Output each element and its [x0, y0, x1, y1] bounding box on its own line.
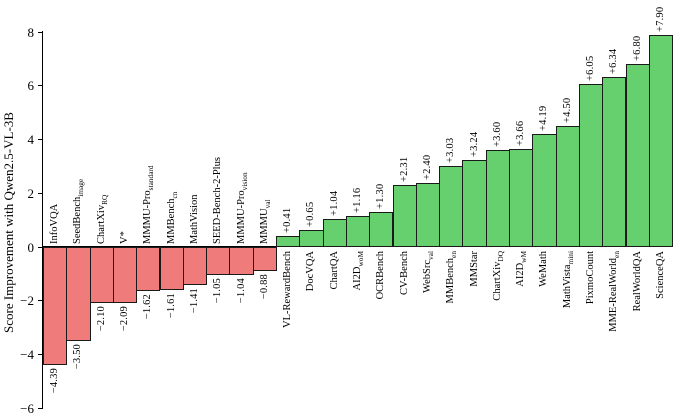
bar-category-label-text: DocVQA — [305, 251, 317, 292]
bar-mme-realworld-en — [602, 76, 627, 247]
bar-category-label-text: AI2DwM — [515, 251, 529, 287]
y-tick-mark — [38, 300, 42, 302]
bar-value-label-text: −1.41 — [188, 287, 200, 314]
bar-value-label-text: +6.80 — [631, 35, 643, 62]
bar-category-label-text: ScienceQA — [654, 251, 666, 299]
bar-value-label-text: +0.65 — [305, 201, 317, 227]
bar-category-label-text: MMMU-Prostandard — [142, 165, 156, 244]
bar-category-label-text: RealWorldQA — [631, 251, 643, 312]
bar-value-label-text: +3.66 — [515, 120, 527, 146]
bar-value-label-text: −1.61 — [165, 293, 177, 319]
bar-chartxiv-rq — [89, 247, 114, 304]
bar-category-label-text: MathVistamini — [561, 251, 575, 309]
bar-value-label-text: +7.90 — [654, 6, 666, 32]
bar-ai2d-wom — [345, 215, 371, 247]
bar-mmbench-cn — [159, 247, 184, 291]
bar-infovqa — [43, 247, 68, 365]
y-tick-mark — [38, 85, 42, 87]
bar-category-label-text: V* — [119, 231, 131, 244]
bar-category-label-text: AI2DwoM — [352, 251, 366, 291]
bar-mathvision — [182, 247, 208, 285]
bar-value-label-text: −4.39 — [49, 367, 61, 394]
bar-value-label-text: +2.31 — [398, 156, 410, 182]
bar-vl-rewardbench — [276, 235, 301, 247]
bar-scienceqa — [648, 34, 674, 247]
bar-category-label-text: PixmoCount — [585, 251, 597, 305]
bar-category-label-text: MathVision — [188, 194, 200, 244]
bar-category-label-text: MMBenchcn — [165, 191, 179, 244]
bar-category-label-text: WebSrcval — [421, 251, 436, 293]
bar-mmstar — [462, 159, 487, 247]
bar-value-label-text: +1.16 — [352, 187, 364, 213]
bar-v- — [112, 247, 138, 304]
y-tick-label: 4 — [27, 132, 35, 147]
bar-value-label-text: +4.50 — [561, 97, 573, 124]
bar-category-label-text: InfoVQA — [49, 203, 61, 244]
y-tick-mark — [38, 246, 42, 248]
y-tick-mark — [38, 139, 42, 141]
bar-category-label-text: ChartXivDQ — [491, 251, 505, 301]
bar-value-label-text: +3.60 — [491, 121, 503, 148]
bar-category-label-text: SEED-Bench-2-Plus — [212, 157, 224, 244]
y-tick-label: 2 — [27, 185, 35, 201]
bar-value-label-text: +4.19 — [538, 106, 550, 132]
bar-ocrbench — [369, 212, 394, 247]
bar-value-label-text: +1.04 — [328, 190, 340, 217]
bar-category-label-text: WeMath — [538, 251, 550, 287]
bar-category-label-text: MMBenchen — [445, 251, 459, 304]
y-tick-mark — [38, 31, 42, 33]
bar-value-label-text: −2.09 — [119, 306, 131, 332]
bar-cv-bench — [392, 184, 417, 247]
bar-value-label-text: +1.30 — [375, 183, 387, 210]
bar-value-label-text: −2.10 — [95, 306, 107, 332]
bar-category-label-text: OCRBench — [375, 251, 387, 300]
y-tick-label: 8 — [27, 24, 35, 40]
bar-value-label-text: −1.05 — [212, 278, 224, 304]
y-tick-label: −2 — [20, 293, 34, 309]
bar-value-label-text: +3.03 — [445, 137, 457, 163]
bar-value-label-text: −0.88 — [258, 273, 270, 299]
bar-category-label-text: SeedBenchimage — [72, 178, 86, 244]
bar-mmmu-pro-vision — [229, 247, 254, 275]
y-tick-label: −4 — [20, 347, 34, 362]
bar-category-label-text: MMMUval — [258, 199, 272, 244]
bar-category-label-text: MME-RealWorlden — [608, 251, 622, 332]
bar-mathvista-mini — [555, 126, 580, 247]
bar-category-label-text: MMMU-Provision — [235, 172, 249, 244]
bar-seed-bench-2-plus — [206, 247, 231, 276]
bar-chartqa — [322, 219, 347, 247]
bar-wemath — [532, 134, 557, 247]
bar-mmmu-pro-standard — [136, 247, 161, 291]
bar-chartxiv-dq — [485, 150, 510, 247]
bar-value-label-text: +6.34 — [608, 48, 620, 74]
bar-value-label-text: −1.62 — [142, 293, 154, 319]
y-tick-mark — [38, 407, 42, 409]
bar-value-label-text: +2.40 — [421, 154, 433, 180]
bar-mmmu-val — [252, 247, 277, 271]
y-tick-label: 6 — [27, 78, 35, 94]
bar-value-label-text: +6.05 — [585, 56, 597, 82]
bar-category-label-text: VL-RewardBench — [282, 251, 294, 328]
y-tick-label: −6 — [20, 400, 34, 416]
bar-ai2d-wm — [509, 148, 534, 247]
bar-value-label-text: −1.04 — [235, 277, 247, 304]
bar-docvqa — [299, 229, 324, 247]
bar-category-label-text: MMStar — [468, 251, 480, 287]
bar-seedbench-image — [66, 247, 91, 342]
bar-value-label-text: +3.24 — [468, 131, 480, 157]
bar-category-label-text: ChartQA — [328, 251, 340, 290]
bar-category-label-text: CV-Bench — [398, 251, 410, 295]
bar-pixmocount — [578, 84, 604, 247]
bar-value-label-text: +0.41 — [282, 207, 294, 233]
y-tick-label: 0 — [27, 239, 35, 255]
y-tick-mark — [38, 354, 42, 356]
bar-realworldqa — [625, 64, 650, 247]
y-tick-mark — [38, 192, 42, 194]
bar-mmbench-en — [439, 165, 464, 247]
bar-value-label-text: −3.50 — [72, 344, 84, 370]
y-axis-line — [42, 31, 44, 409]
bar-category-label-text: ChartXivRQ — [95, 194, 109, 244]
bar-websrc-val — [415, 182, 441, 247]
